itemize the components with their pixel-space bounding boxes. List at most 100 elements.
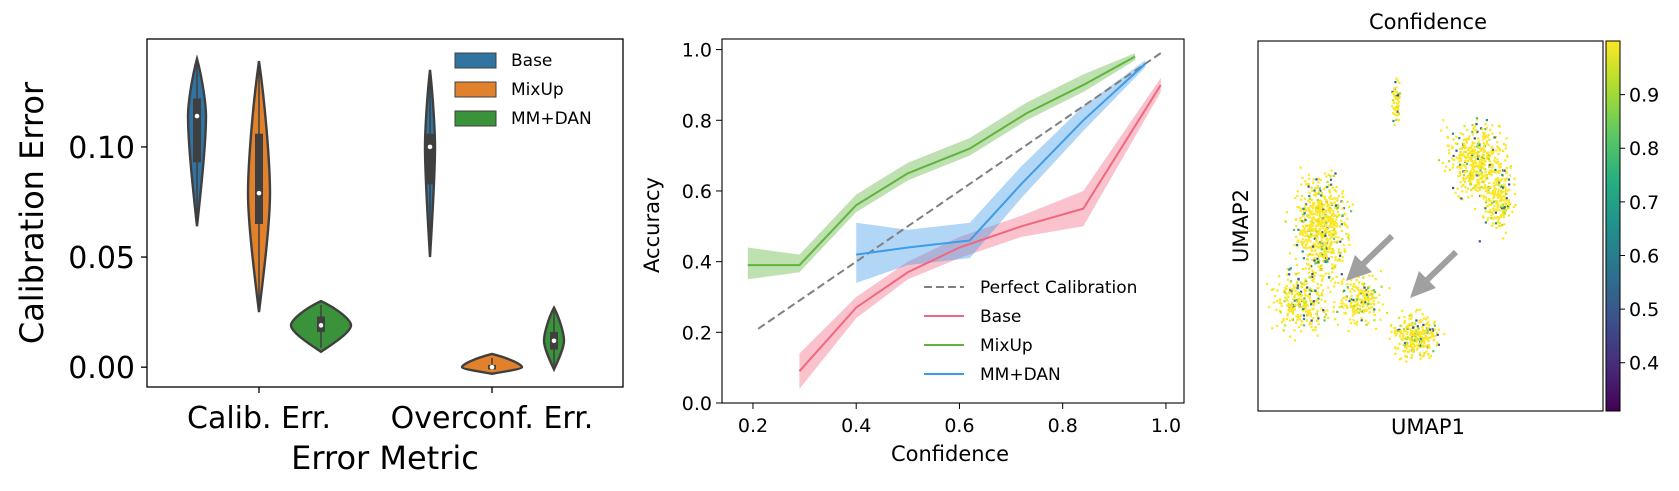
umap-point (1300, 290, 1303, 293)
umap-point (1367, 286, 1370, 289)
umap-point (1298, 297, 1302, 300)
umap-point (1466, 137, 1469, 140)
umap-point (1340, 229, 1343, 232)
calibration-y-tick-label: 0.2 (682, 322, 712, 344)
umap-point (1293, 244, 1296, 247)
umap-point (1473, 142, 1476, 145)
umap-point (1301, 282, 1304, 285)
umap-point (1428, 356, 1431, 359)
umap-point (1317, 192, 1320, 195)
umap-point (1458, 166, 1461, 169)
umap-point (1451, 157, 1454, 160)
umap-point (1300, 330, 1303, 333)
umap-point (1484, 123, 1487, 126)
umap-point (1327, 246, 1330, 249)
umap-point (1341, 192, 1344, 195)
umap-point (1350, 278, 1353, 281)
umap-point (1306, 309, 1309, 312)
umap-point (1472, 175, 1475, 178)
umap-point (1499, 196, 1502, 199)
umap-point (1360, 310, 1364, 313)
umap-point (1317, 297, 1320, 300)
umap-point (1319, 254, 1322, 257)
umap-point (1304, 246, 1307, 249)
umap-point (1329, 178, 1333, 181)
umap-point (1461, 133, 1464, 136)
umap-point (1488, 159, 1491, 162)
umap-point (1431, 327, 1434, 331)
umap-point (1462, 174, 1466, 177)
umap-point (1335, 222, 1338, 225)
umap-point (1305, 247, 1308, 250)
umap-point (1295, 264, 1298, 267)
umap-point (1503, 169, 1506, 172)
umap-point (1480, 127, 1483, 130)
umap-point (1285, 284, 1288, 288)
umap-point (1293, 286, 1296, 289)
umap-point (1329, 251, 1332, 254)
umap-point (1505, 209, 1508, 212)
umap-point (1471, 176, 1474, 179)
umap-point (1335, 190, 1338, 193)
legend-swatch (454, 81, 497, 98)
calibration-y-tick-label: 1.0 (682, 40, 712, 62)
umap-point (1316, 291, 1319, 294)
umap-point (1481, 180, 1484, 183)
umap-point (1395, 332, 1398, 336)
umap-point (1458, 154, 1461, 157)
umap-point (1326, 238, 1329, 241)
umap-point (1325, 210, 1328, 214)
violin-y-tick-label: 0.10 (68, 131, 135, 166)
umap-point (1282, 329, 1285, 332)
umap-point (1314, 289, 1317, 292)
umap-point (1410, 333, 1414, 337)
violin-panel: 0.000.050.10 Calib. Err. Overconf. Err. E… (13, 38, 624, 477)
umap-point (1392, 101, 1395, 104)
umap-point (1329, 197, 1332, 200)
umap-point (1496, 182, 1499, 185)
umap-point (1494, 135, 1498, 139)
umap-point (1496, 161, 1499, 164)
umap-point (1346, 217, 1349, 220)
umap-point (1308, 191, 1311, 194)
umap-point (1303, 283, 1306, 286)
umap-point (1427, 346, 1430, 349)
umap-point (1323, 241, 1326, 244)
umap-point (1307, 207, 1310, 210)
umap-point (1474, 186, 1477, 189)
umap-point (1496, 177, 1499, 180)
umap-point (1316, 293, 1319, 296)
umap-point (1303, 280, 1306, 283)
umap-point (1499, 179, 1502, 182)
umap-point (1459, 163, 1462, 166)
umap-point (1493, 188, 1496, 191)
umap-point (1320, 200, 1323, 203)
umap-point (1337, 194, 1341, 197)
umap-point (1332, 214, 1335, 217)
umap-point (1467, 196, 1470, 199)
umap-point (1307, 224, 1310, 227)
umap-point (1502, 210, 1505, 213)
umap-point (1300, 208, 1303, 211)
umap-point (1339, 254, 1342, 257)
umap-point (1316, 282, 1319, 286)
umap-point (1394, 106, 1397, 109)
umap-point (1484, 168, 1487, 171)
umap-point (1498, 181, 1501, 184)
umap-point (1402, 328, 1406, 331)
umap-point (1322, 232, 1326, 235)
umap-point (1352, 285, 1355, 288)
umap-point (1361, 282, 1364, 285)
umap-point (1426, 316, 1429, 319)
umap-point (1458, 137, 1461, 140)
umap-point (1396, 98, 1399, 101)
umap-point (1406, 331, 1409, 334)
umap-point (1473, 145, 1476, 149)
violin-median-dot (427, 144, 433, 150)
umap-point (1398, 328, 1401, 331)
umap-point (1319, 252, 1322, 255)
umap-point (1474, 185, 1477, 188)
umap-point (1316, 220, 1320, 223)
umap-point (1332, 267, 1335, 270)
umap-point (1472, 151, 1475, 154)
